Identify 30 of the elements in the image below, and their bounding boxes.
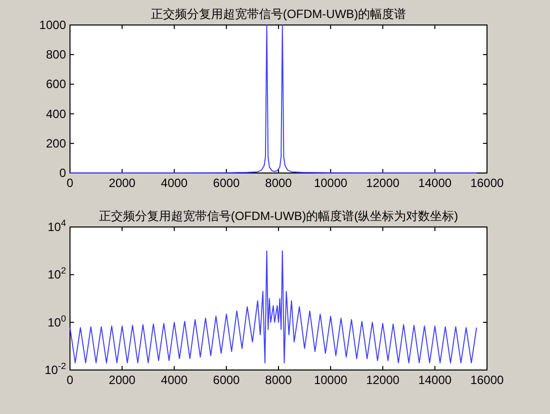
y-tick-label: 200 (46, 136, 66, 150)
y-tick-label: 10$^{4}$ (48, 218, 66, 234)
chart-title: 正交频分复用超宽带信号(OFDM-UWB)的幅度谱 (150, 7, 406, 21)
line-series (70, 24, 478, 174)
y-tick-label: 0 (59, 166, 66, 180)
x-tick-label: 10000 (314, 373, 348, 387)
x-tick-label: 14000 (418, 176, 452, 190)
y-tick-label: 10$^{-2}$ (44, 361, 66, 377)
line-series (70, 250, 478, 364)
x-tick-label: 2000 (108, 176, 136, 190)
x-tick-label: 10000 (314, 176, 348, 190)
x-tick-label: 8000 (265, 373, 292, 387)
chart-title: 正交频分复用超宽带信号(OFDM-UWB)的幅度谱(纵坐标为对数坐标) (98, 209, 458, 223)
y-tick-label: 10$^{0}$ (48, 313, 66, 330)
x-tick-label: 16000 (470, 176, 504, 190)
y-tick-label: 600 (46, 77, 66, 92)
x-tick-label: 12000 (366, 373, 400, 387)
x-tick-label: 4000 (160, 373, 188, 387)
y-tick-label: 400 (46, 106, 66, 121)
x-tick-label: 8000 (265, 176, 292, 190)
x-tick-label: 4000 (160, 176, 188, 190)
y-tick-label: 800 (46, 48, 66, 62)
x-tick-label: 12000 (366, 176, 400, 190)
y-tick-label: 1000 (39, 18, 66, 32)
x-tick-label: 16000 (470, 373, 504, 387)
x-tick-label: 2000 (108, 373, 136, 387)
x-tick-label: 6000 (213, 373, 240, 387)
x-tick-label: 14000 (418, 373, 452, 387)
x-tick-label: 6000 (213, 176, 240, 190)
y-tick-label: 10$^{2}$ (48, 266, 66, 282)
